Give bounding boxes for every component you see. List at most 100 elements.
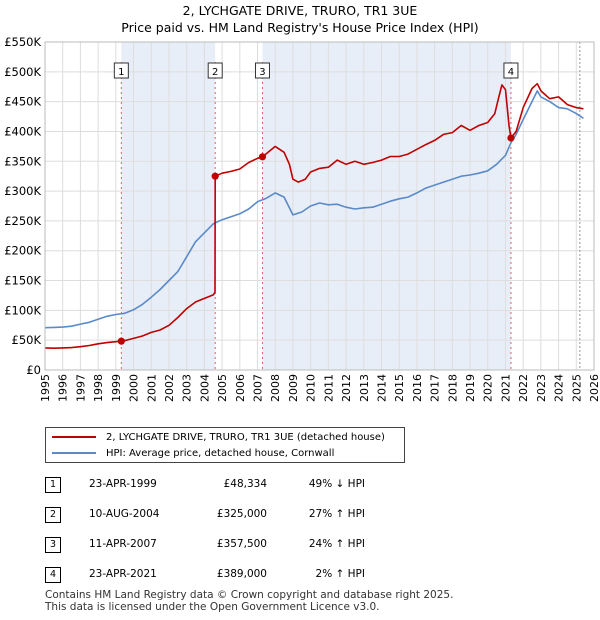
y-tick-label: £450K <box>4 95 41 109</box>
footer: Contains HM Land Registry data © Crown c… <box>45 589 453 613</box>
sale-hpi-diff: 49% ↓ HPI <box>308 478 365 490</box>
sale-marker-frame <box>503 62 519 79</box>
sale-price: £48,334 <box>223 478 267 490</box>
x-tick-label: 2022 <box>517 374 530 402</box>
chart-subtitle: Price paid vs. HM Land Registry's House … <box>121 20 479 35</box>
x-tick-label: 2020 <box>482 374 495 402</box>
sale-price: £357,500 <box>216 538 267 550</box>
x-tick-label: 2025 <box>570 374 583 402</box>
y-tick-label: £400K <box>4 124 41 138</box>
sale-marker-label: 2 <box>212 67 218 78</box>
y-tick-label: £0 <box>26 363 41 377</box>
x-tick-label: 1999 <box>110 374 123 402</box>
sale-marker-label: 4 <box>508 67 514 78</box>
sale-hpi-diff: 24% ↑ HPI <box>308 538 365 550</box>
x-tick-label: 2007 <box>252 374 265 402</box>
x-tick-label: 2019 <box>464 374 477 402</box>
sale-date: 11-APR-2007 <box>89 538 157 550</box>
x-tick-label: 2011 <box>322 374 335 402</box>
grid-lines <box>44 41 595 371</box>
sale-number: 3 <box>45 537 61 553</box>
x-tick-label: 2008 <box>269 374 282 402</box>
x-tick-label: 2005 <box>216 374 229 402</box>
plot-border <box>44 41 595 371</box>
x-tick-label: 2016 <box>411 374 424 402</box>
y-tick-label: £550K <box>4 35 41 49</box>
price-chart: 1 2 3 4 1995 1996 1997 1998 1999 2000 2001 2002 200… <box>4 35 600 402</box>
x-tick-label: 2003 <box>181 374 194 402</box>
sale-marker-boxes: 1 2 3 4 <box>113 62 519 79</box>
sale-date: 23-APR-1999 <box>89 478 157 490</box>
x-tick-label: 2002 <box>163 374 176 402</box>
y-tick-label: £250K <box>4 214 41 228</box>
sale-marker-box: 3 <box>254 62 270 79</box>
y-tick-label: £350K <box>4 154 41 168</box>
y-tick-label: £150K <box>4 274 41 288</box>
x-tick-label: 1996 <box>57 374 70 402</box>
sale-number: 1 <box>45 477 61 493</box>
legend-swatch-hpi <box>52 452 96 454</box>
legend-item-hpi: HPI: Average price, detached house, Corn… <box>52 445 334 461</box>
x-tick-label: 2026 <box>588 374 600 402</box>
y-tick-label: £300K <box>4 184 41 198</box>
x-tick-label: 2012 <box>340 374 353 402</box>
y-tick-label: £200K <box>4 244 41 258</box>
table-row: 1 23-APR-1999 £48,334 49% ↓ HPI <box>45 477 465 495</box>
sale-date: 23-APR-2021 <box>89 568 157 580</box>
table-row: 3 11-APR-2007 £357,500 24% ↑ HPI <box>45 537 465 555</box>
x-tick-label: 2021 <box>499 374 512 402</box>
sale-point <box>258 153 267 161</box>
legend-label-hpi: HPI: Average price, detached house, Corn… <box>106 447 335 459</box>
sale-marker-lines <box>120 62 512 370</box>
x-tick-label: 2001 <box>145 374 158 402</box>
shaded-period <box>121 42 216 370</box>
x-tick-label: 2010 <box>305 374 318 402</box>
x-tick-label: 1995 <box>39 374 52 402</box>
x-tick-label: 2024 <box>553 374 566 402</box>
chart-title: 2, LYCHGATE DRIVE, TRURO, TR1 3UE <box>182 3 418 18</box>
sale-number: 2 <box>45 507 61 523</box>
sale-point <box>507 134 515 142</box>
x-tick-label: 2006 <box>234 374 247 402</box>
sale-points <box>117 134 515 345</box>
x-tick-label: 2009 <box>287 374 300 402</box>
sale-marker-frame <box>113 62 129 79</box>
sale-point <box>117 337 125 345</box>
footer-copyright: Contains HM Land Registry data © Crown c… <box>45 589 454 601</box>
y-tick-label: £500K <box>4 65 41 79</box>
sale-marker-box: 2 <box>207 62 223 79</box>
sale-marker-box: 4 <box>503 62 519 79</box>
shaded-period <box>262 42 511 370</box>
x-tick-label: 2004 <box>198 374 211 402</box>
x-tick-label: 1998 <box>92 374 105 402</box>
x-tick-label: 1997 <box>74 374 87 402</box>
y-tick-label: £50K <box>12 333 42 347</box>
sale-marker-frame <box>207 62 223 79</box>
sale-marker-label: 3 <box>259 67 265 78</box>
table-row: 2 10-AUG-2004 £325,000 27% ↑ HPI <box>45 507 465 525</box>
series-lines <box>44 82 584 349</box>
sale-marker-box: 1 <box>113 62 129 79</box>
sale-date: 10-AUG-2004 <box>89 508 160 520</box>
legend-item-property: 2, LYCHGATE DRIVE, TRURO, TR1 3UE (detac… <box>52 429 385 445</box>
legend: 2, LYCHGATE DRIVE, TRURO, TR1 3UE (detac… <box>45 427 405 463</box>
hpi-line <box>44 90 584 329</box>
x-tick-label: 2000 <box>128 374 141 402</box>
sale-number: 4 <box>45 567 61 583</box>
sale-price: £389,000 <box>216 568 267 580</box>
footer-licence: This data is licensed under the Open Gov… <box>45 601 380 613</box>
shaded-periods <box>121 42 511 370</box>
x-tick-label: 2015 <box>393 374 406 402</box>
x-tick-label: 2017 <box>429 374 442 402</box>
property-price-line <box>44 82 584 349</box>
legend-label-property: 2, LYCHGATE DRIVE, TRURO, TR1 3UE (detac… <box>106 431 385 443</box>
axes: 1995 1996 1997 1998 1999 2000 2001 2002 2003 2004… <box>4 35 600 402</box>
sale-hpi-diff: 2% ↑ HPI <box>315 568 365 580</box>
x-tick-label: 2013 <box>358 374 371 402</box>
x-tick-label: 2023 <box>535 374 548 402</box>
table-row: 4 23-APR-2021 £389,000 2% ↑ HPI <box>45 567 465 585</box>
legend-swatch-property <box>52 436 96 438</box>
sale-marker-frame <box>254 62 270 79</box>
y-tick-label: £100K <box>4 303 41 317</box>
sale-point <box>211 172 219 180</box>
